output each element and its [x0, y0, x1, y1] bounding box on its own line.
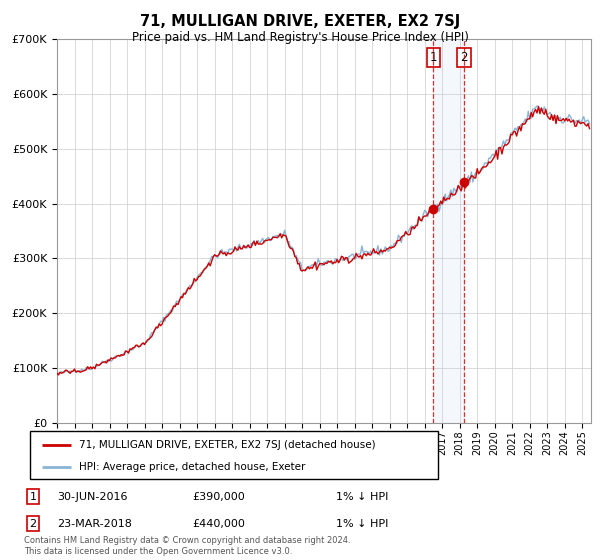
- Text: HPI: Average price, detached house, Exeter: HPI: Average price, detached house, Exet…: [79, 462, 305, 472]
- Text: 1% ↓ HPI: 1% ↓ HPI: [336, 519, 388, 529]
- Text: 1: 1: [29, 492, 37, 502]
- Text: 71, MULLIGAN DRIVE, EXETER, EX2 7SJ (detached house): 71, MULLIGAN DRIVE, EXETER, EX2 7SJ (det…: [79, 440, 376, 450]
- Text: 2: 2: [29, 519, 37, 529]
- Bar: [433, 39, 464, 423]
- Text: 71, MULLIGAN DRIVE, EXETER, EX2 7SJ: 71, MULLIGAN DRIVE, EXETER, EX2 7SJ: [140, 14, 460, 29]
- FancyBboxPatch shape: [30, 431, 438, 479]
- Text: 1% ↓ HPI: 1% ↓ HPI: [336, 492, 388, 502]
- Text: 1: 1: [430, 51, 437, 64]
- Text: 30-JUN-2016: 30-JUN-2016: [57, 492, 128, 502]
- Text: 23-MAR-2018: 23-MAR-2018: [57, 519, 132, 529]
- Text: £440,000: £440,000: [192, 519, 245, 529]
- Text: £390,000: £390,000: [192, 492, 245, 502]
- Text: Price paid vs. HM Land Registry's House Price Index (HPI): Price paid vs. HM Land Registry's House …: [131, 31, 469, 44]
- Text: 2: 2: [460, 51, 468, 64]
- Text: Contains HM Land Registry data © Crown copyright and database right 2024.
This d: Contains HM Land Registry data © Crown c…: [24, 536, 350, 556]
